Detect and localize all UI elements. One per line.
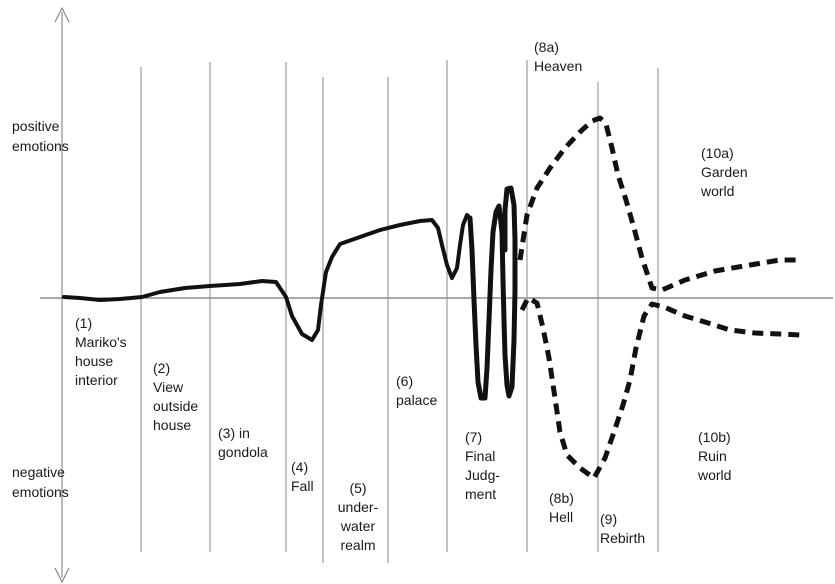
scene-label-line: Ruin [698,448,727,464]
positive-label-line: positive [12,118,60,134]
scene-label-line: under- [338,499,379,515]
scene-label-8b: (8b) Hell [549,490,574,525]
scene-label-line: Hell [549,509,573,525]
negative-label-line: emotions [12,484,69,500]
scene-label-line: (1) [75,315,92,331]
scene-label-5: (5) under-water realm [338,480,379,553]
scene-label-line: outside [153,398,198,414]
scene-label-10a: (10a) Garden world [700,145,748,199]
scene-label-line: (5) [349,480,366,496]
scene-label-line: water [340,518,376,534]
scene-label-line: house [75,353,113,369]
scene-label-3: (3) in gondola [218,425,268,460]
scene-label-line: (7) [465,429,482,445]
scene-label-line: Judg- [465,467,500,483]
scene-label-line: Rebirth [600,530,645,546]
scene-label-line: (3) in [218,425,250,441]
scene-labels: (1) Mariko's house interior (2) View outside ho… [75,39,748,553]
scene-label-line: palace [396,392,437,408]
scene-label-line: (8a) [534,39,559,55]
scene-label-line: View [153,379,184,395]
scene-label-line: Final [465,448,495,464]
scene-label-6: (6) palace [396,373,437,408]
scene-label-line: (4) [291,459,308,475]
emotion-curve-solid [62,213,472,342]
scene-label-4: (4) Fall [291,459,314,494]
positive-label-line: emotions [12,138,69,154]
scene-label-line: interior [75,372,118,388]
negative-label-line: negative [12,464,65,480]
scene-label-line: (10b) [698,429,731,445]
negative-emotions-label: negative emotions [12,464,69,500]
scene-label-line: realm [340,537,375,553]
scene-label-line: ment [465,486,496,502]
scene-label-line: (8b) [549,490,574,506]
scene-label-line: Heaven [534,58,582,74]
vertical-axis [54,6,70,584]
branch-heaven-garden [517,115,797,293]
scene-label-line: Garden [701,164,748,180]
scene-label-line: (2) [153,360,170,376]
scene-label-line: house [153,417,191,433]
branch-hell-ruin [519,295,801,481]
scene-label-8a: (8a) Heaven [534,39,582,74]
positive-emotions-label: positive emotions [12,118,69,154]
scene-label-7: (7) Final Judg-ment [465,429,500,502]
scene-label-line: gondola [218,444,268,460]
final-judgment-oscillation [467,185,518,401]
scene-label-line: world [697,467,731,483]
scene-label-2: (2) View outside house [153,360,198,433]
scene-dividers [140,60,659,563]
scene-label-9: (9) Rebirth [600,511,645,546]
scene-label-line: (9) [600,511,617,527]
scene-label-1: (1) Mariko's house interior [75,315,127,388]
scene-label-line: Fall [291,478,314,494]
scene-label-10b: (10b) Ruin world [697,429,731,483]
scene-label-line: (10a) [701,145,734,161]
scene-label-line: (6) [396,373,413,389]
scene-label-line: Mariko's [75,334,127,350]
scene-label-line: world [700,183,734,199]
